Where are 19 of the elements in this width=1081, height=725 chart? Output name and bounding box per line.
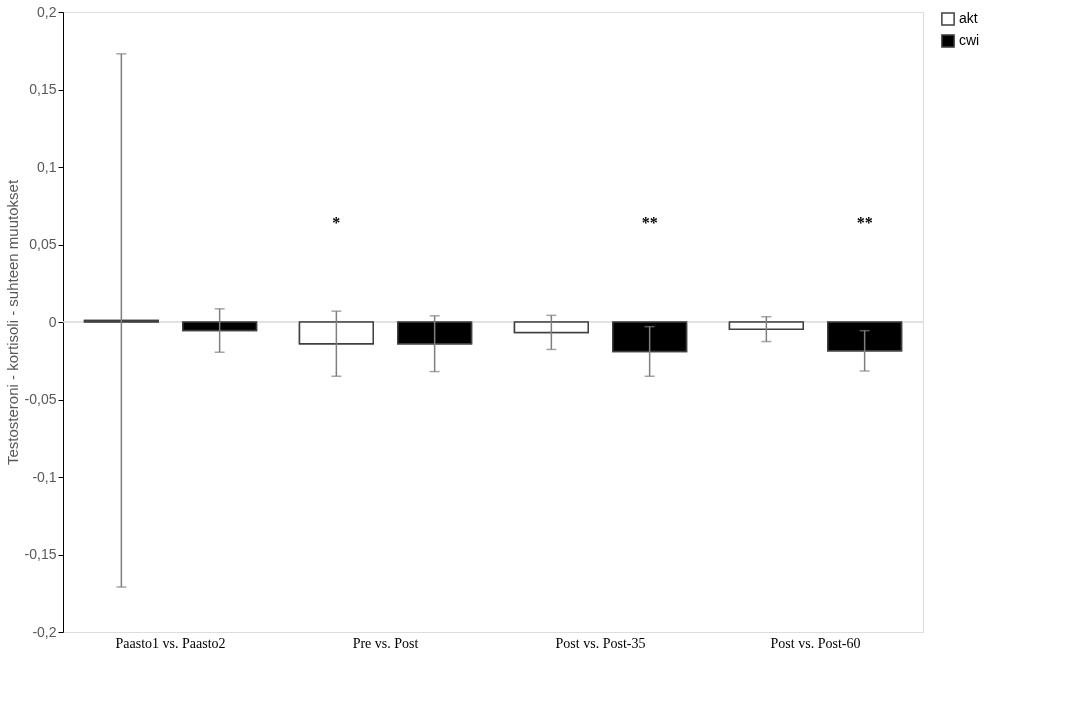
y-tick-label: -0,05	[24, 391, 57, 407]
annotation: **	[641, 213, 658, 231]
x-tick-label: Paasto1 vs. Paasto2	[115, 635, 226, 651]
annotation: *	[332, 213, 341, 231]
y-tick-label: 0,2	[37, 3, 57, 20]
x-tick-label: Post vs. Post-60	[770, 635, 861, 651]
legend-label: cwi	[959, 32, 980, 48]
y-axis-title: Testosteroni - kortisoli - suhteen muutokset	[3, 179, 21, 466]
y-tick-label: 0,05	[29, 236, 57, 252]
annotation: **	[856, 213, 873, 231]
y-tick-label: 0	[48, 313, 57, 330]
x-tick-label: Post vs. Post-35	[555, 635, 646, 651]
y-tick-label: 0,1	[37, 158, 57, 175]
y-tick-label: -0,15	[24, 546, 57, 562]
y-tick-label: 0,15	[29, 81, 57, 97]
y-tick-label: -0,2	[32, 623, 57, 640]
y-tick-label: -0,1	[32, 468, 57, 485]
legend-label: akt	[959, 10, 978, 26]
x-tick-label: Pre vs. Post	[352, 635, 419, 651]
